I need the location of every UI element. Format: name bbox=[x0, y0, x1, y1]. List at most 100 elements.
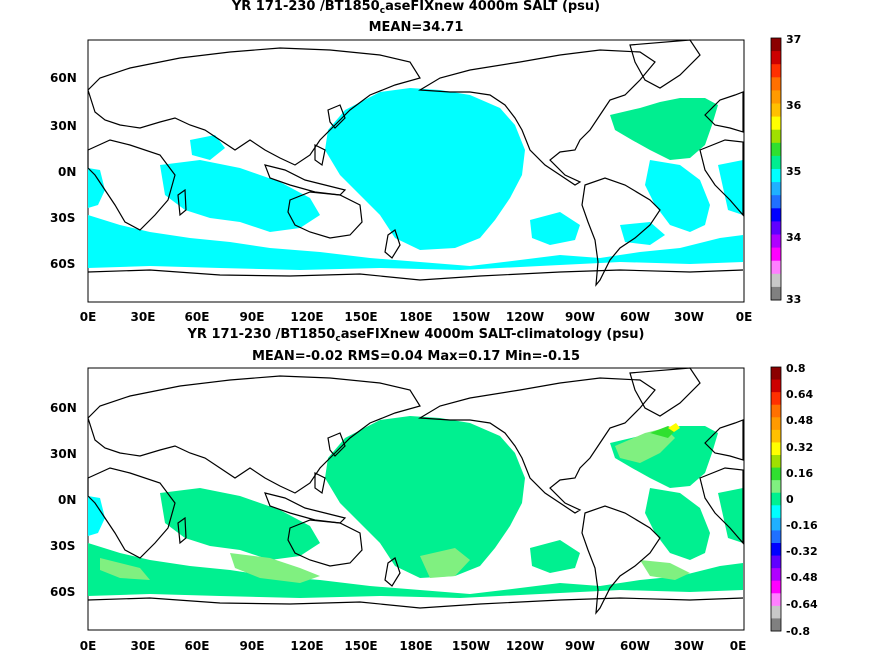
bottom-lat-label: 30S bbox=[50, 539, 75, 553]
bottom-lon-label: 0E bbox=[80, 639, 97, 653]
colorbar-swatch bbox=[771, 195, 781, 209]
top-colorbar-label: 37 bbox=[786, 33, 801, 46]
colorbar-swatch bbox=[771, 142, 781, 157]
colorbar-swatch bbox=[771, 505, 781, 519]
colorbar-swatch bbox=[771, 103, 781, 118]
top-lon-label: 30E bbox=[131, 310, 156, 324]
bottom-lat-label: 60S bbox=[50, 585, 75, 599]
top-lon-label: 90E bbox=[240, 310, 265, 324]
bottom-lon-label: 90E bbox=[240, 639, 265, 653]
top-lat-label: 60S bbox=[50, 257, 75, 271]
colorbar-swatch bbox=[771, 404, 781, 418]
bottom-lon-label: 120W bbox=[506, 639, 544, 653]
bottom-stats: MEAN=-0.02 RMS=0.04 Max=0.17 Min=-0.15 bbox=[251, 349, 581, 364]
top-lat-label: 0N bbox=[58, 165, 76, 179]
colorbar-swatch bbox=[771, 221, 781, 235]
bottom-title: YR 171-230 /BT1850caseFIXnew 4000m SALT-… bbox=[187, 327, 645, 344]
colorbar-swatch bbox=[771, 392, 781, 406]
bottom-lon-label: 30W bbox=[674, 639, 704, 653]
bottom-lon-label: 150E bbox=[344, 639, 377, 653]
top-lon-label: 60W bbox=[620, 310, 650, 324]
bottom-colorbar-label: -0.48 bbox=[786, 571, 818, 584]
colorbar-frame bbox=[770, 366, 782, 632]
top-lon-label: 60E bbox=[185, 310, 210, 324]
colorbar-swatch bbox=[771, 593, 781, 607]
colorbar-swatch bbox=[771, 618, 781, 632]
top-colorbar-label: 33 bbox=[786, 293, 801, 306]
colorbar-swatch bbox=[771, 379, 781, 393]
bottom-colorbar-label: 0 bbox=[786, 493, 794, 506]
bottom-lon-label: 120E bbox=[290, 639, 323, 653]
colorbar-swatch bbox=[771, 169, 781, 183]
bottom-colorbar-label: -0.16 bbox=[786, 519, 818, 532]
top-lon-label: 150E bbox=[344, 310, 377, 324]
top-lon-label: 150W bbox=[452, 310, 490, 324]
colorbar-swatch bbox=[771, 51, 781, 65]
colorbar-swatch bbox=[771, 182, 781, 196]
top-lon-label: 0E bbox=[736, 310, 753, 324]
colorbar-swatch bbox=[771, 260, 781, 275]
colorbar-swatch bbox=[771, 90, 781, 104]
colorbar-swatch bbox=[771, 442, 781, 456]
top-lat-label: 30S bbox=[50, 211, 75, 225]
top-lat-label: 60N bbox=[50, 71, 77, 85]
top-colorbar-label: 34 bbox=[786, 231, 802, 244]
bottom-colorbar-label: 0.64 bbox=[786, 388, 813, 401]
colorbar-swatch bbox=[771, 580, 781, 594]
bottom-map bbox=[87, 367, 745, 631]
bottom-lat-label: 0N bbox=[58, 493, 76, 507]
colorbar-swatch bbox=[771, 286, 781, 301]
colorbar-swatch bbox=[771, 129, 781, 144]
top-lat-label: 30N bbox=[50, 119, 77, 133]
bottom-colorbar-label: 0.48 bbox=[786, 414, 813, 427]
top-lon-label: 30W bbox=[674, 310, 704, 324]
bottom-lon-label: 30E bbox=[131, 639, 156, 653]
bottom-colorbar-label: 0.8 bbox=[786, 362, 806, 375]
colorbar-swatch bbox=[771, 480, 781, 494]
colorbar-swatch bbox=[771, 568, 781, 582]
bottom-colorbar-label: -0.64 bbox=[786, 598, 818, 611]
colorbar-swatch bbox=[771, 38, 781, 52]
colorbar-swatch bbox=[771, 367, 781, 381]
top-stats: MEAN=34.71 bbox=[368, 20, 464, 35]
colorbar-swatch bbox=[771, 517, 781, 531]
colorbar-swatch bbox=[771, 555, 781, 569]
top-lon-label: 90W bbox=[565, 310, 595, 324]
top-lon-label: 120W bbox=[506, 310, 544, 324]
bottom-colorbar-label: -0.32 bbox=[786, 545, 818, 558]
bottom-lon-label: 180E bbox=[399, 639, 432, 653]
colorbar-swatch bbox=[771, 417, 781, 431]
colorbar-swatch bbox=[771, 234, 781, 249]
top-title: YR 171-230 /BT1850caseFIXnew 4000m SALT … bbox=[231, 0, 601, 16]
colorbar-swatch bbox=[771, 208, 781, 222]
colorbar-swatch bbox=[771, 116, 781, 131]
colorbar-swatch bbox=[771, 429, 781, 443]
bottom-colorbar-label: 0.16 bbox=[786, 467, 813, 480]
colorbar-swatch bbox=[771, 77, 781, 91]
colorbar-swatch bbox=[771, 247, 781, 262]
colorbar-swatch bbox=[771, 64, 781, 78]
top-lon-label: 120E bbox=[290, 310, 323, 324]
colorbar-swatch bbox=[771, 273, 781, 288]
colorbar-swatch bbox=[771, 155, 781, 170]
bottom-lat-label: 60N bbox=[50, 401, 77, 415]
top-salinity-field bbox=[88, 88, 743, 270]
bottom-colorbar-label: 0.32 bbox=[786, 441, 813, 454]
bottom-anomaly-field bbox=[88, 416, 743, 598]
bottom-colorbar bbox=[770, 366, 782, 632]
top-colorbar bbox=[770, 37, 782, 301]
top-lon-label: 0E bbox=[80, 310, 97, 324]
top-colorbar-label: 35 bbox=[786, 165, 801, 178]
top-colorbar-label: 36 bbox=[786, 99, 802, 112]
bottom-lat-label: 30N bbox=[50, 447, 77, 461]
bottom-lon-label: 90W bbox=[565, 639, 595, 653]
colorbar-swatch bbox=[771, 455, 781, 469]
colorbar-swatch bbox=[771, 467, 781, 481]
top-map bbox=[87, 39, 745, 303]
colorbar-frame bbox=[770, 37, 782, 301]
colorbar-swatch bbox=[771, 492, 781, 506]
colorbar-swatch bbox=[771, 543, 781, 557]
bottom-lon-label: 150W bbox=[452, 639, 490, 653]
colorbar-swatch bbox=[771, 605, 781, 619]
